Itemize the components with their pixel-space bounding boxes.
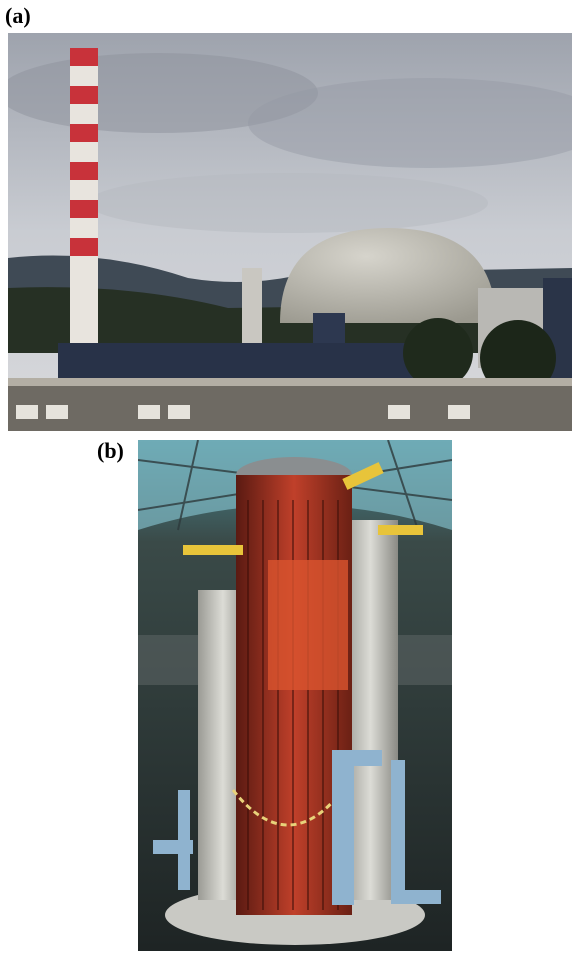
photo-reactor-model — [138, 440, 452, 951]
panel-label: (b) — [97, 438, 124, 464]
figure: {"panels": [{"label": "(a)"}, {"label": … — [0, 0, 573, 953]
panel-label: (a) — [5, 3, 31, 29]
photo-power-plant — [8, 33, 572, 431]
